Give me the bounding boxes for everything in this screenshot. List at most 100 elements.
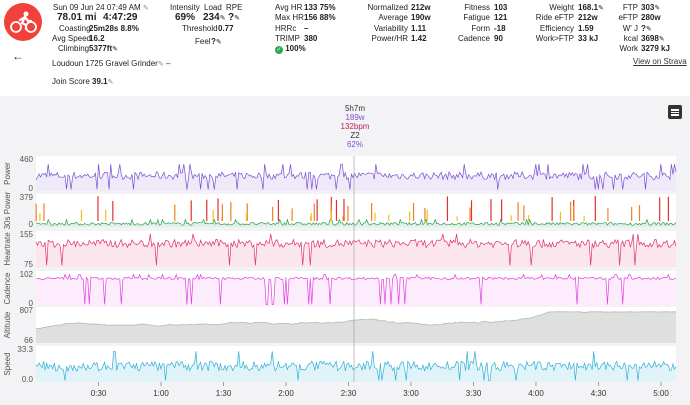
ride-name[interactable]: Loudoun 1725 Gravel Grinder✎ – (52, 59, 171, 68)
efficiency-label: Efficiency (539, 24, 574, 33)
hr-ok-badge: ✓ 100% (275, 44, 306, 54)
intensity-label: Intensity (170, 3, 200, 12)
y-tick-label: 75 (24, 260, 33, 269)
eftp-label: eFTP (618, 13, 638, 22)
tooltip-power: 189w (345, 113, 365, 122)
panel-axis-label: Altitude (3, 311, 12, 338)
intensity-value: 69% (175, 12, 196, 23)
x-tick-label: 2:00 (278, 389, 294, 398)
series-line (35, 273, 677, 305)
y-tick-label: 379 (20, 193, 34, 202)
wj-label: W' J (622, 24, 638, 33)
load-label: Load (204, 3, 222, 12)
panel-axis-label: 30s Power (3, 191, 12, 229)
avg-speed-label: Avg Speed (52, 34, 91, 43)
climbing-value: 5377ft✎ (89, 44, 118, 53)
series-line (35, 350, 677, 381)
eftp-value: 280w (641, 13, 661, 22)
trimp-value: 380 (304, 34, 318, 43)
avg-speed-value: 16.2 (89, 34, 105, 43)
variability-label: Variability (373, 24, 408, 33)
avg-hr-value: 133 75% (304, 3, 336, 12)
series-line (35, 311, 677, 330)
rpe-value[interactable]: ?✎ (228, 12, 240, 23)
work-ftp-label: Work>FTP (535, 34, 574, 43)
panel-background (36, 194, 676, 227)
normalized-value: 212w (411, 3, 431, 12)
panel-background (36, 346, 676, 382)
panel-axis-label: Heartrate (3, 232, 12, 266)
kcal-value[interactable]: 3698✎ (641, 34, 665, 43)
load-value[interactable]: 234✎ (203, 12, 226, 23)
fatigue-label: Fatigue (463, 13, 490, 22)
series-area (36, 351, 676, 382)
y-tick-label: 66 (24, 336, 33, 345)
x-tick-label: 4:30 (591, 389, 607, 398)
weight-label: Weight (549, 3, 574, 12)
series-area (36, 219, 676, 227)
arrow-left-icon[interactable]: ← (12, 49, 24, 63)
panel-30s-power[interactable]: 30s Power 379 0 (3, 191, 677, 229)
x-tick-label: 4:00 (528, 389, 544, 398)
work-value: 3279 kJ (641, 44, 670, 53)
series-area (36, 164, 676, 191)
chart-menu-icon[interactable] (668, 105, 682, 119)
x-tick-label: 1:00 (153, 389, 169, 398)
x-tick-label: 0:30 (91, 389, 107, 398)
y-tick-label: 0 (29, 299, 34, 308)
rpe-label: RPE (226, 3, 243, 12)
series-line (35, 218, 677, 226)
kcal-label: kcal (623, 34, 638, 43)
y-tick-label: 0.0 (22, 375, 34, 384)
work-label: Work (619, 44, 638, 53)
series-line (35, 233, 677, 266)
avg-hr-label: Avg HR (275, 3, 303, 12)
ftp-value[interactable]: 303✎ (641, 3, 661, 12)
panel-cadence[interactable]: Cadence 102 0 (3, 270, 677, 308)
panel-power[interactable]: Power 460 0 (3, 155, 677, 193)
panel-heartrate[interactable]: Heartrate 155 75 (3, 230, 677, 269)
y-tick-label: 33.3 (17, 345, 33, 354)
check-circle-icon: ✓ (275, 46, 283, 54)
fitness-value: 103 (494, 3, 508, 12)
feel-label: Feel (195, 37, 211, 46)
feel-value[interactable]: ?✎ (211, 37, 222, 46)
wj-value[interactable]: ?✎ (641, 24, 652, 33)
climbing-label: Climbing (58, 44, 90, 53)
variability-value: 1.11 (411, 24, 427, 33)
panel-background (36, 231, 676, 267)
max-hr-value: 156 88% (304, 13, 336, 22)
hover-tooltip: 5h7m 189w 132bpm Z2 62% (332, 104, 378, 149)
cycling-logo-icon (4, 3, 42, 41)
series-line (35, 163, 677, 190)
tooltip-zone: Z2 (350, 131, 360, 140)
ftp-label: FTP (622, 3, 638, 12)
panel-speed[interactable]: Speed 33.3 0.0 (3, 345, 677, 384)
form-label: Form (471, 24, 490, 33)
tooltip-time: 5h7m (344, 104, 365, 113)
panel-altitude[interactable]: Altitude 807 66 (3, 306, 677, 345)
average-label: Average (378, 13, 408, 22)
x-tick-label: 1:30 (216, 389, 232, 398)
x-tick-label: 3:30 (466, 389, 482, 398)
hrrc-label: HRRc (275, 24, 297, 33)
y-tick-label: 0 (29, 184, 34, 193)
view-on-strava-link[interactable]: View on Strava (633, 57, 687, 66)
activity-chart[interactable]: Power 460 0 30s Power 379 0 Heartrate 155 75 Cade… (0, 96, 690, 405)
efficiency-value: 1.59 (578, 24, 594, 33)
y-tick-label: 155 (20, 230, 34, 239)
ride-eftp-label: Ride eFTP (535, 13, 574, 22)
y-tick-label: 460 (20, 155, 34, 164)
weight-value[interactable]: 168.1✎ (578, 3, 604, 12)
x-tick-label: 2:30 (341, 389, 357, 398)
work-ftp-value: 33 kJ (578, 34, 599, 43)
form-value: -18 (494, 24, 506, 33)
distance-value: 78.01 mi (57, 12, 97, 23)
coasting-label: Coasting (59, 24, 91, 33)
join-score: Join Score 39.1✎ (52, 77, 114, 86)
tooltip-pct: 62% (346, 140, 363, 149)
threshold-value: 0.77 (218, 24, 234, 33)
max-hr-label: Max HR (275, 13, 304, 22)
cadence-label: Cadence (457, 34, 490, 43)
